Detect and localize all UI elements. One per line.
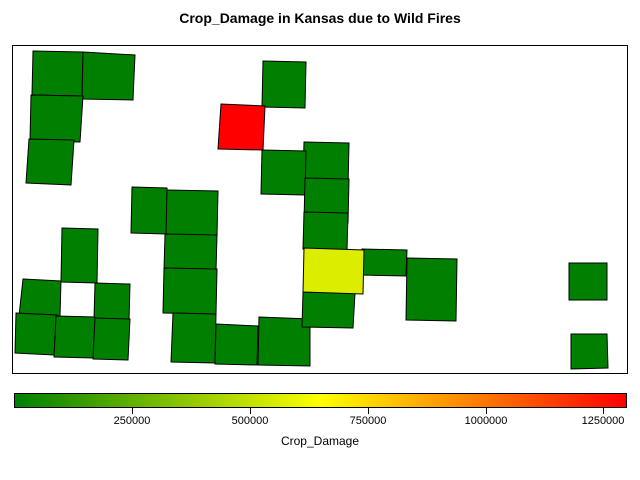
county-map xyxy=(14,50,609,370)
legend-tick-label: 250000 xyxy=(113,415,151,427)
county-region xyxy=(92,317,131,361)
county-region xyxy=(214,323,259,366)
county-region xyxy=(570,333,609,370)
county-region xyxy=(257,316,311,367)
county-region xyxy=(260,149,307,196)
legend-tick-label: 500000 xyxy=(231,415,269,427)
county-region xyxy=(568,262,608,301)
county-region xyxy=(163,233,218,272)
map-title: Crop_Damage in Kansas due to Wild Fires xyxy=(179,10,461,26)
county-region xyxy=(165,189,219,237)
legend-tick-mark xyxy=(603,408,604,414)
legend-tick-mark xyxy=(132,408,133,414)
county-region xyxy=(29,94,84,143)
map-frame xyxy=(12,45,628,374)
county-region xyxy=(93,282,131,321)
county-region xyxy=(302,247,365,295)
county-region xyxy=(261,60,307,109)
legend-tick-label: 750000 xyxy=(349,415,387,427)
legend-color-ramp xyxy=(14,393,627,408)
legend-tick-mark xyxy=(250,408,251,414)
county-region xyxy=(18,278,62,318)
county-region xyxy=(170,312,217,364)
legend-tick-label: 1250000 xyxy=(581,415,625,427)
county-region xyxy=(81,51,136,101)
county-region xyxy=(14,312,58,356)
county-region xyxy=(25,138,75,186)
county-region xyxy=(217,103,266,151)
legend-title: Crop_Damage xyxy=(280,434,360,448)
county-region xyxy=(31,50,84,97)
county-region xyxy=(360,248,408,277)
county-region xyxy=(405,257,458,322)
county-region xyxy=(302,211,349,251)
county-region xyxy=(301,291,356,329)
county-region xyxy=(162,267,218,315)
county-region xyxy=(53,315,96,359)
county-region xyxy=(130,186,168,235)
legend-tick-label: 1000000 xyxy=(464,415,508,427)
county-region xyxy=(60,227,99,284)
legend-tick-mark xyxy=(486,408,487,414)
legend-tick-mark xyxy=(368,408,369,414)
